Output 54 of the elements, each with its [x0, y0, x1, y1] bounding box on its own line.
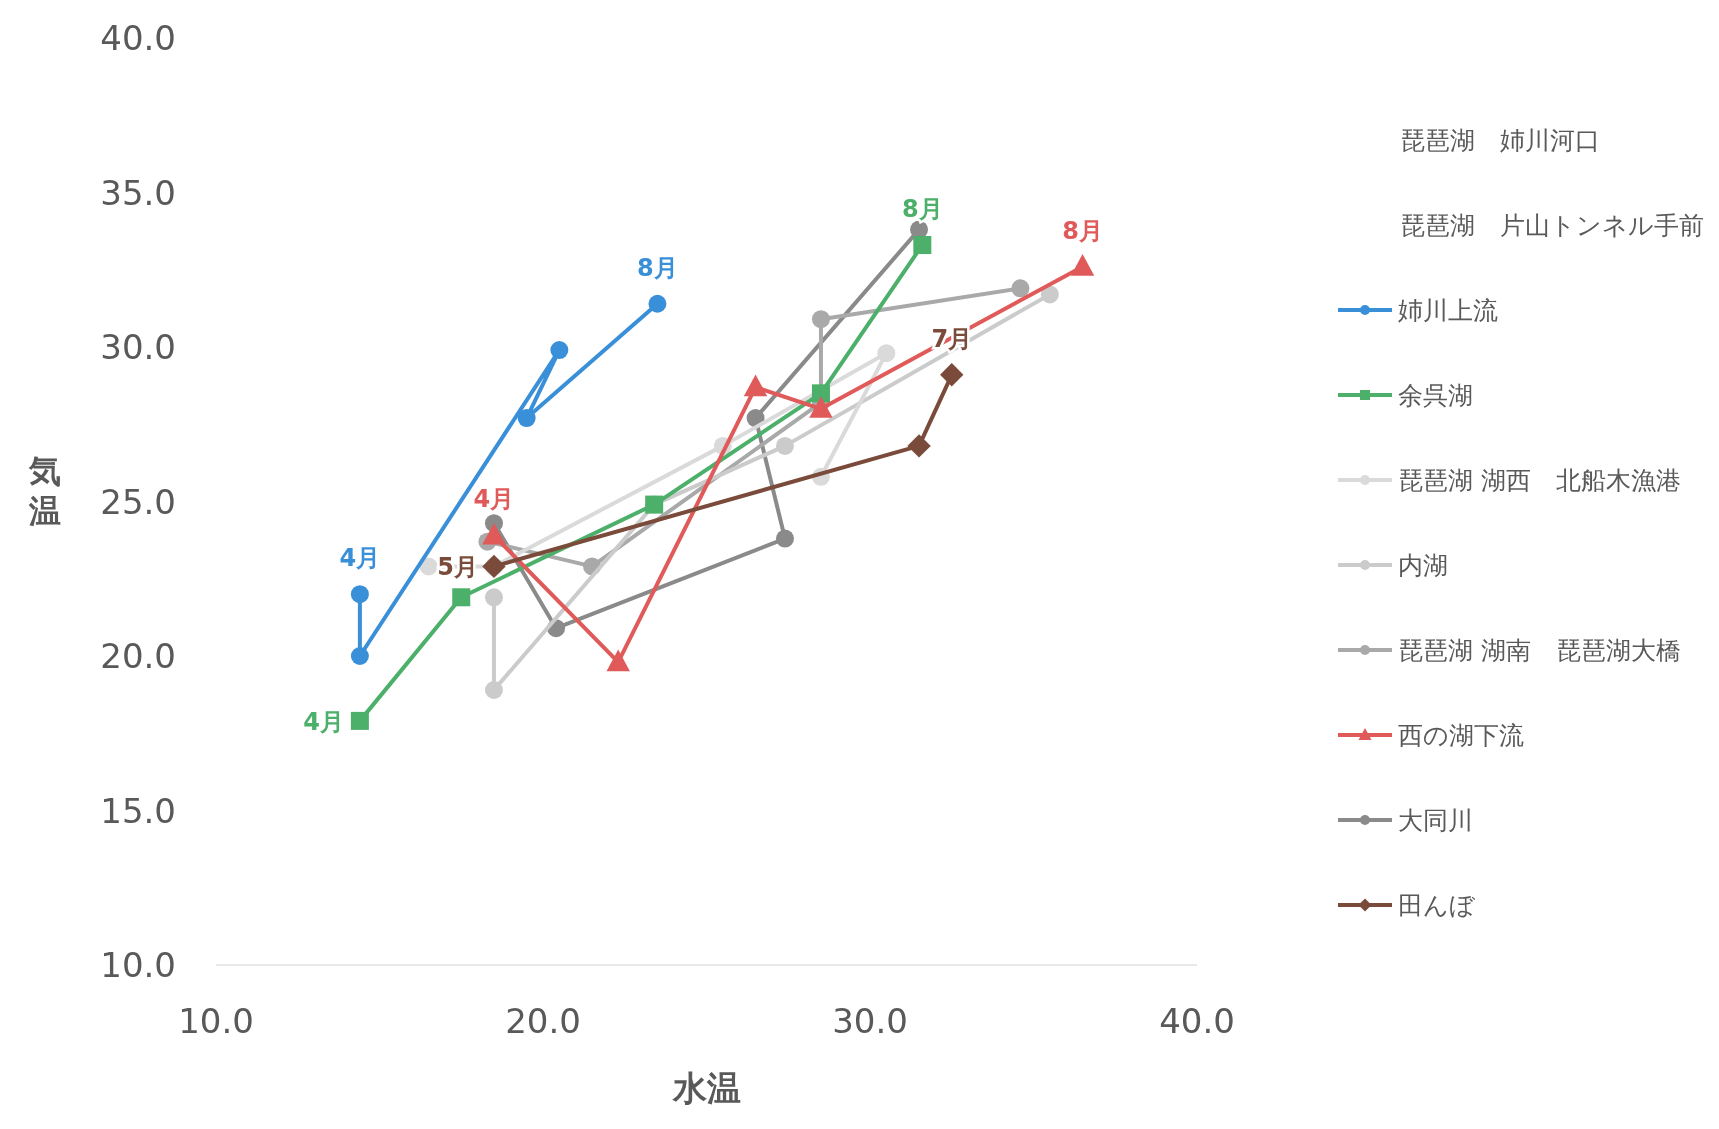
x-tick-label: 40.0	[1159, 1001, 1235, 1041]
annotation: 8月	[1062, 216, 1103, 245]
point	[606, 649, 630, 672]
legend-label: 琵琶湖 湖西 北船木漁港	[1398, 466, 1681, 495]
annotation: 4月	[339, 544, 381, 573]
point	[350, 585, 369, 604]
point	[775, 529, 794, 548]
annotation: 4月	[303, 707, 344, 736]
x-tick-label: 20.0	[505, 1001, 581, 1041]
point	[550, 341, 569, 360]
point	[484, 588, 503, 607]
point	[350, 711, 369, 730]
legend-label: 大同川	[1398, 806, 1473, 835]
text: 琵琶湖 姉川河口	[1400, 126, 1600, 155]
y-axis-title: 気温	[28, 451, 61, 530]
point	[517, 409, 536, 428]
legend-label: 姉川上流	[1398, 296, 1498, 325]
point	[811, 384, 830, 403]
legend-label: 余呉湖	[1398, 381, 1473, 410]
y-tick-label: 30.0	[100, 327, 176, 367]
x-axis-title: 水温	[671, 1068, 741, 1108]
point	[1040, 285, 1059, 304]
annotation: 8月	[901, 195, 943, 224]
point	[484, 680, 503, 699]
annotation: 5月	[437, 553, 478, 582]
point	[913, 236, 932, 255]
y-tick-label: 15.0	[100, 790, 176, 831]
point	[775, 436, 794, 455]
point	[743, 374, 768, 397]
legend-label: 内湖	[1398, 551, 1448, 580]
y-tick-label: 20.0	[100, 636, 176, 676]
point	[811, 310, 830, 329]
legend-label: 西の湖下流	[1398, 721, 1524, 750]
point	[452, 588, 471, 607]
point	[940, 363, 964, 387]
point	[877, 344, 896, 363]
legend-label: 琵琶湖 湖南 琵琶湖大橋	[1398, 636, 1681, 665]
point	[648, 294, 667, 313]
text: 琵琶湖 片山トンネル手前	[1400, 211, 1704, 240]
y-tick-label: 40.0	[100, 18, 176, 58]
point	[809, 396, 833, 418]
y-tick-label: 25.0	[100, 481, 176, 522]
point	[1070, 254, 1095, 276]
annotation: 4月	[473, 485, 515, 514]
point	[350, 647, 369, 665]
y-tick-label: 35.0	[100, 172, 176, 213]
annotation: 8月	[637, 253, 678, 282]
point	[482, 522, 506, 545]
point	[1011, 279, 1030, 298]
point	[907, 434, 931, 458]
x-tick-label: 30.0	[832, 1001, 908, 1041]
legend-label: 田んぼ	[1398, 891, 1476, 920]
y-tick-label: 10.0	[100, 945, 176, 985]
x-tick-label: 10.0	[178, 1001, 254, 1041]
